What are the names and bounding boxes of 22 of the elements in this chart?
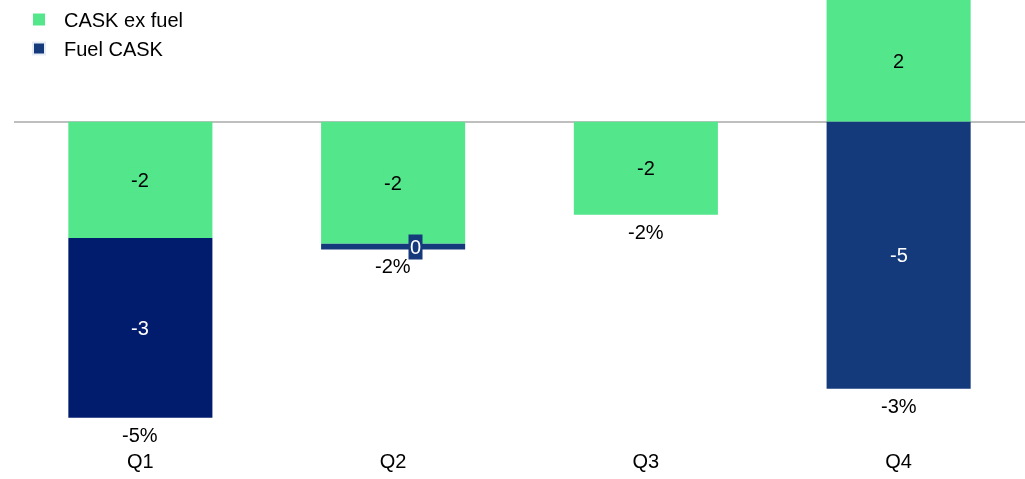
bar xyxy=(826,0,971,122)
data-label: -5 xyxy=(890,244,908,266)
data-label: -2 xyxy=(131,169,149,191)
x-tick-label: Q3 xyxy=(632,450,660,472)
x-tick-label: Q1 xyxy=(127,450,154,472)
bar xyxy=(68,237,213,418)
data-label: 2 xyxy=(893,50,905,72)
bar xyxy=(68,121,213,238)
data-label: 0 xyxy=(410,236,422,258)
data-label: -2 xyxy=(637,157,655,179)
total-label: -3% xyxy=(881,395,917,417)
bar xyxy=(826,121,971,389)
x-tick-label: Q4 xyxy=(885,450,912,472)
legend-label: CASK ex fuel xyxy=(64,9,183,32)
data-label: -2 xyxy=(384,172,402,194)
data-label: -3 xyxy=(131,317,149,339)
total-label: -2% xyxy=(375,255,411,277)
total-label: -5% xyxy=(122,424,158,446)
bar xyxy=(573,121,718,215)
legend-label: Fuel CASK xyxy=(64,38,164,61)
total-label: -2% xyxy=(628,221,664,243)
x-tick-label: Q2 xyxy=(379,450,407,472)
